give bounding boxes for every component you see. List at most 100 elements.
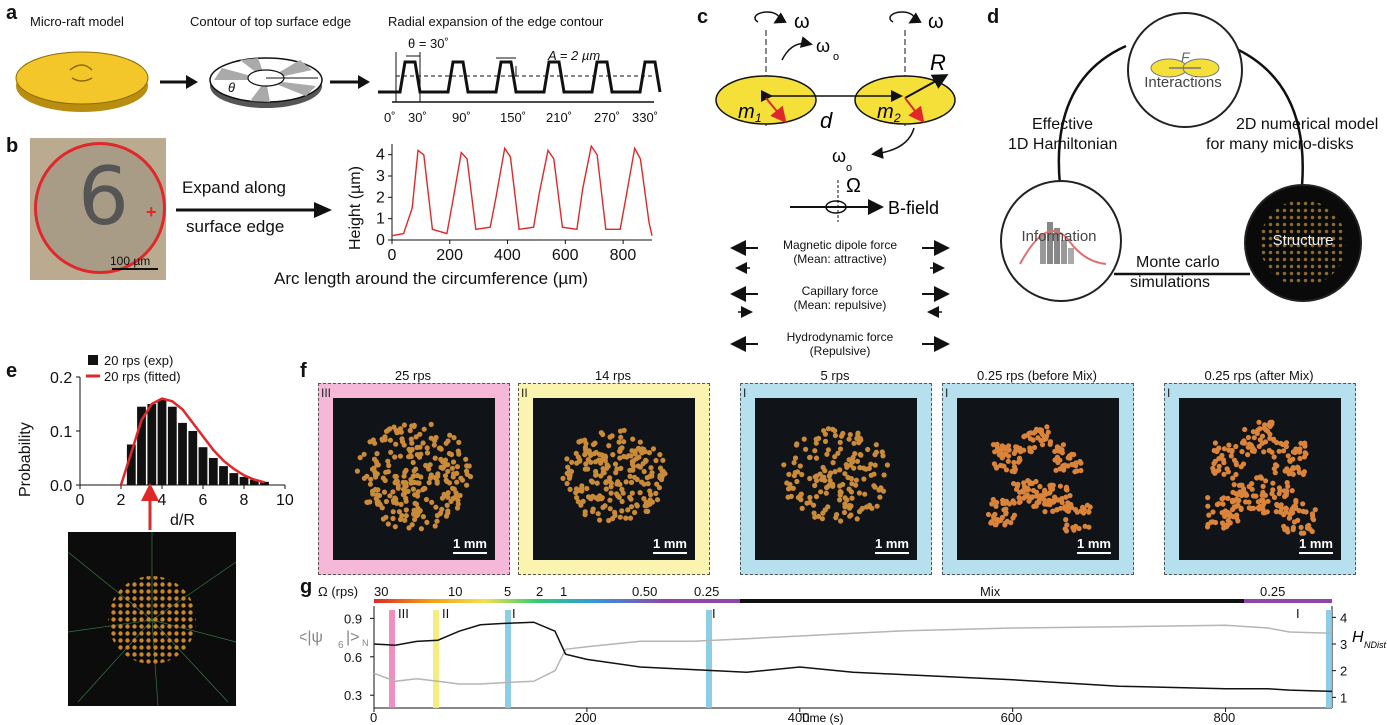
final-omega-bar [1244,599,1332,603]
micro-disk-dot [1290,527,1296,533]
micro-disk-dot [856,509,863,515]
micro-disk-dot [841,509,848,516]
micro-disk-dot [403,495,409,501]
micro-disk-dot [653,457,659,464]
micro-disk-dot [1292,503,1298,510]
snapshot-regime: I [1167,386,1171,400]
micro-disk-dot [1250,429,1256,435]
g-regime: I [712,606,716,621]
snapshot-title: 14 rps [594,368,632,383]
micro-disk-dot [1243,499,1249,505]
micro-disk-dot [637,490,643,496]
micro-disk-dot [407,427,413,434]
micro-disk-dot [463,456,469,462]
micro-disk-dot [873,449,879,455]
micro-disk-dot [1258,475,1264,481]
micro-disk-dot [630,436,636,442]
micro-disk-dot [648,465,654,471]
micro-disk-dot [1276,448,1282,454]
micro-disk-dot [432,523,438,529]
b-xtick: 400 [494,247,521,264]
micro-disk-dot [410,486,416,492]
micro-disk-dot [645,508,651,514]
m1-label: m [738,101,755,123]
micro-disk-dot [627,494,633,500]
g-y2tick: 1 [1340,690,1347,705]
micro-disk-dot [393,474,399,480]
micro-disk-dot [449,465,455,471]
a-tick: 330˚ [632,110,658,125]
micro-disk-dot [614,466,620,472]
micro-disk-dot [618,434,624,440]
distribution-bar [178,422,187,485]
micro-disk-dot [610,452,616,458]
micro-disk-dot [647,488,653,494]
micro-disk-dot [1035,435,1041,441]
svg-text:NDist: NDist [1364,640,1386,650]
micro-disk-dot [1219,520,1226,526]
micro-disk-dot [620,490,626,496]
bfield-label: B-field [888,198,939,218]
micro-disk-dot [1297,455,1303,462]
e-ytick: 0.0 [50,478,72,495]
interactions-node: F Interactions [1127,12,1243,128]
micro-disk-dot [632,509,638,516]
information-label: Information [1021,228,1097,245]
micro-disk-dot [1225,495,1231,501]
micro-disk-dot [414,493,421,499]
snapshot-image: 1 mm [533,398,695,560]
micro-disk-dot [832,428,838,434]
micro-disk-dot [374,500,380,506]
micro-disk-dot [424,450,431,456]
micro-disk-dot [628,479,635,485]
micro-disk-dot [1067,493,1073,499]
micro-disk-dot [819,516,825,522]
e-xtick: 0 [76,492,85,509]
micro-disk-dot [1285,453,1291,459]
micro-disk-dot [413,466,419,472]
panel-label-e: e [6,360,18,382]
micro-disk-dot [813,455,820,461]
micro-disk-dot [464,463,470,469]
micro-disk-dot [583,441,589,447]
a-tick-labels: 0˚ 30˚ 90˚ 150˚ 210˚ 270˚ 330˚ [384,110,658,125]
micro-disk-dot [1303,509,1309,515]
micro-disk-dot [600,431,606,438]
micro-disk-dot [433,504,439,510]
micro-disk-dot [623,479,629,485]
g-regime: I [512,606,516,621]
micro-disk-dot [445,468,451,474]
distribution-bar [126,444,136,485]
micro-disk-dot [455,497,461,503]
g-y2tick: 3 [1340,637,1347,652]
micro-disk-dot [390,489,396,495]
micro-disk-dot [842,495,848,501]
micro-disk-dot [819,476,825,483]
micro-disk-dot [862,491,868,497]
micro-disk-dot [383,514,389,520]
micro-disk-dot [454,464,460,470]
micro-disk-dot [649,470,655,476]
micro-disk-dot [1011,450,1017,456]
micro-disk-dot [823,490,829,496]
coin-micrograph: 6 + 100 µm [30,138,166,280]
structure-lattice [1260,200,1346,286]
micro-disk-dot [1302,443,1308,449]
hndist-series-line [373,624,1333,685]
e-xtick: 6 [199,492,208,509]
micro-disk-dot [1027,445,1033,451]
micro-disk-dot [1231,504,1237,510]
micro-disk-dot [863,466,869,472]
g-y2tick: 2 [1340,664,1347,679]
micro-disk-dot [785,494,791,500]
snapshot-regime: I [945,386,949,400]
micro-disk-dot [627,467,633,473]
micro-disk-dot [1245,452,1251,458]
micro-disk-dot [427,462,433,468]
micro-disk-dot [861,476,867,482]
regime-marker [433,610,439,708]
micro-disk-dot [824,451,830,457]
micro-disk-dot [842,504,848,510]
micro-disk-dot [417,431,423,437]
micro-disk-dot [1282,493,1288,500]
